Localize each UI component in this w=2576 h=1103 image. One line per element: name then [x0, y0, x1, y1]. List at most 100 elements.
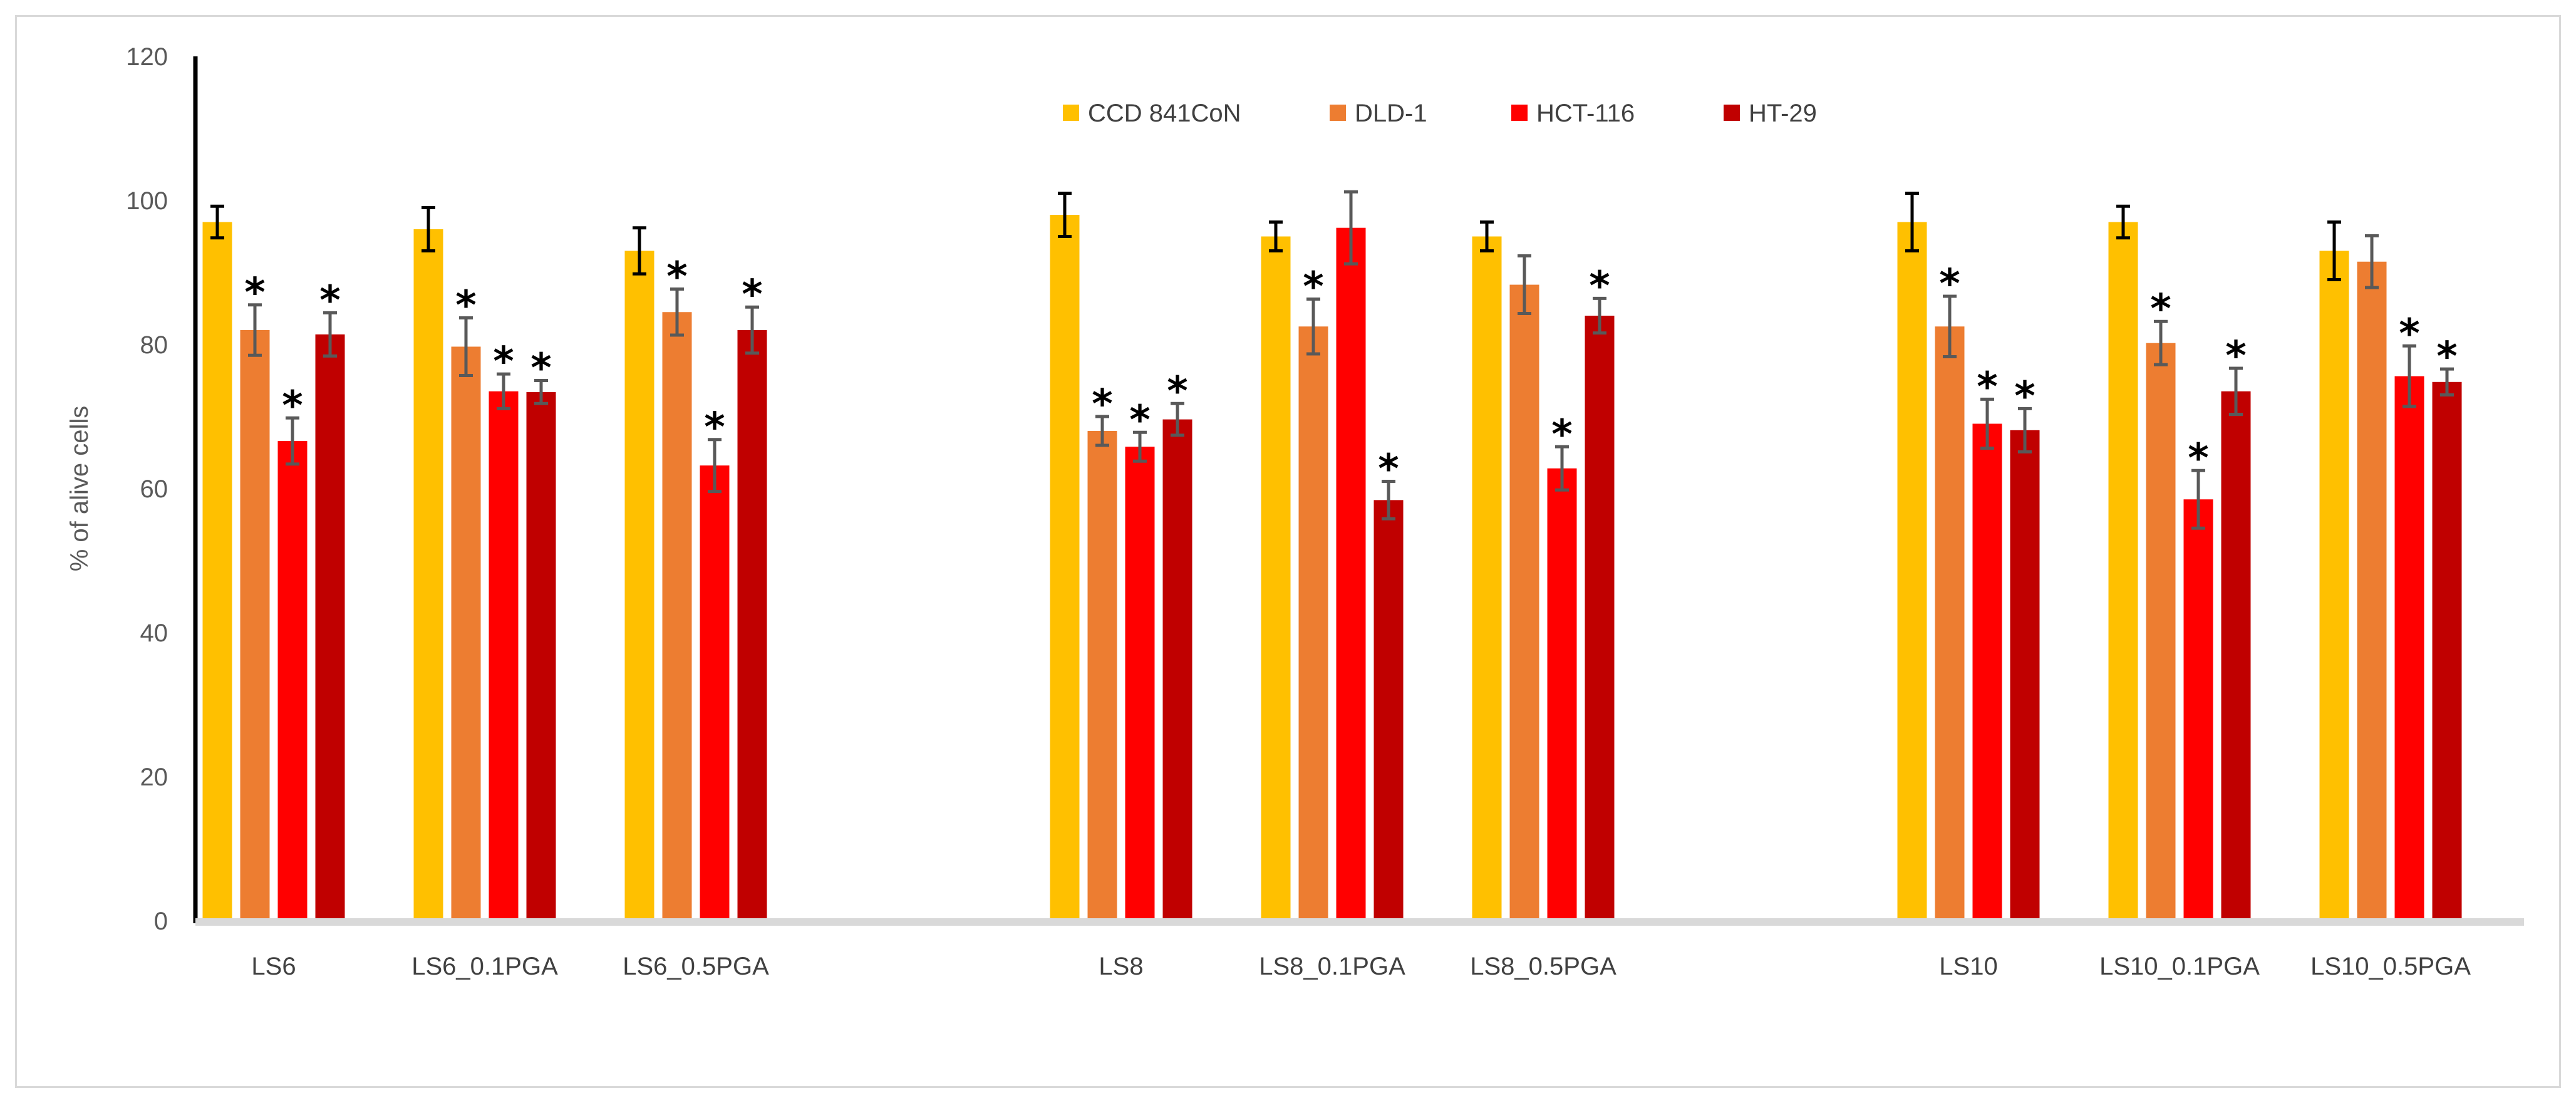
significance-star: * — [2150, 286, 2171, 333]
bar — [1547, 468, 1577, 921]
significance-star: * — [1378, 447, 1399, 493]
x-tick-label: LS8 — [1099, 953, 1143, 980]
y-tick-label: 120 — [126, 43, 168, 71]
error-bars — [210, 190, 2454, 530]
significance-star: * — [244, 270, 265, 316]
bar — [2319, 251, 2349, 921]
y-axis-title: % of alive cells — [66, 406, 93, 572]
significance-star: * — [530, 346, 551, 392]
error-bar — [534, 379, 548, 405]
error-bar — [323, 311, 337, 358]
error-bar — [1480, 220, 1494, 252]
significance-star: * — [1977, 364, 1997, 410]
y-tick-label: 0 — [154, 908, 168, 935]
significance-star: * — [1167, 368, 1187, 415]
bar — [1897, 222, 1927, 921]
significance-star: * — [2014, 373, 2035, 420]
significance-star: * — [2225, 333, 2246, 380]
significance-star: * — [493, 339, 514, 385]
error-bar — [745, 305, 759, 355]
legend-swatch — [1063, 105, 1079, 121]
bar — [277, 441, 308, 921]
bar — [700, 465, 730, 921]
bar — [1298, 326, 1328, 921]
bar — [737, 330, 767, 921]
bar — [451, 346, 481, 921]
legend: CCD 841CoN DLD-1 HCT-116 HT-29 — [1063, 100, 1817, 127]
error-bar — [2018, 407, 2032, 453]
bar — [489, 391, 519, 921]
significance-markers: * * * * * * * * * * * * * * * * * * * * * * * * — [244, 254, 2457, 492]
bar — [413, 229, 443, 921]
error-bar — [1171, 401, 1184, 437]
significance-star: * — [704, 405, 725, 451]
x-tick-label: LS8_0.1PGA — [1259, 953, 1405, 980]
error-bar — [2440, 367, 2454, 396]
error-bar — [670, 287, 684, 337]
bar — [240, 330, 270, 921]
error-bar — [1382, 480, 1395, 520]
significance-star: * — [1939, 261, 1960, 308]
bar — [1972, 423, 2002, 921]
error-bar — [2327, 220, 2341, 281]
error-bar — [210, 204, 224, 240]
y-tick-label: 40 — [140, 619, 168, 647]
error-bar — [1344, 190, 1358, 266]
significance-star: * — [1589, 263, 1610, 309]
bar — [526, 391, 556, 921]
legend-item: HCT-116 — [1511, 100, 1635, 127]
error-bar — [1943, 294, 1957, 359]
error-bar — [633, 226, 646, 276]
significance-star: * — [2436, 334, 2457, 380]
significance-star: * — [1303, 264, 1323, 311]
bar — [2394, 376, 2424, 921]
error-bar — [1555, 445, 1569, 492]
error-bar — [497, 372, 510, 410]
x-tick-label: LS6 — [251, 953, 296, 980]
error-bar — [1133, 430, 1147, 463]
error-bar — [1095, 415, 1109, 447]
significance-star: * — [282, 383, 303, 429]
bar — [1585, 316, 1615, 921]
x-tick-label: LS10_0.1PGA — [2099, 953, 2260, 980]
x-tick-label: LS10_0.5PGA — [2310, 953, 2471, 980]
x-tick-label: LS6_0.5PGA — [623, 953, 769, 980]
bar — [1125, 447, 1155, 921]
bar — [624, 251, 654, 921]
error-bar — [2403, 344, 2416, 408]
error-bar — [1269, 220, 1283, 252]
legend-label: DLD-1 — [1355, 100, 1427, 127]
legend-label: HCT-116 — [1536, 100, 1635, 127]
significance-star: * — [1551, 412, 1572, 458]
bar — [2357, 261, 2387, 921]
significance-star: * — [1092, 381, 1112, 428]
legend-item: DLD-1 — [1330, 100, 1427, 127]
error-bar — [708, 438, 722, 494]
y-tick-label: 80 — [140, 331, 168, 359]
error-bar — [2365, 234, 2379, 289]
error-bar — [1905, 192, 1919, 252]
error-bar — [459, 316, 473, 377]
bar — [1050, 215, 1080, 921]
significance-star: * — [2399, 311, 2419, 357]
error-bar — [248, 303, 262, 357]
legend-item: HT-29 — [1724, 100, 1817, 127]
significance-star: * — [455, 282, 476, 329]
bar — [2432, 381, 2462, 921]
error-bar — [1058, 192, 1072, 238]
y-tick-label: 60 — [140, 475, 168, 503]
significance-star: * — [2188, 435, 2208, 482]
error-bar — [1306, 298, 1320, 356]
bar — [202, 222, 232, 921]
y-axis: 0 20 40 60 80 100 120 — [126, 43, 198, 935]
bar — [1935, 326, 1965, 921]
bar — [1472, 236, 1502, 921]
legend-label: CCD 841CoN — [1088, 100, 1241, 127]
error-bar — [286, 416, 299, 466]
bar — [2221, 391, 2251, 921]
legend-swatch — [1724, 105, 1740, 121]
bar — [662, 312, 692, 921]
significance-star: * — [1129, 397, 1150, 443]
bar — [2108, 222, 2138, 921]
